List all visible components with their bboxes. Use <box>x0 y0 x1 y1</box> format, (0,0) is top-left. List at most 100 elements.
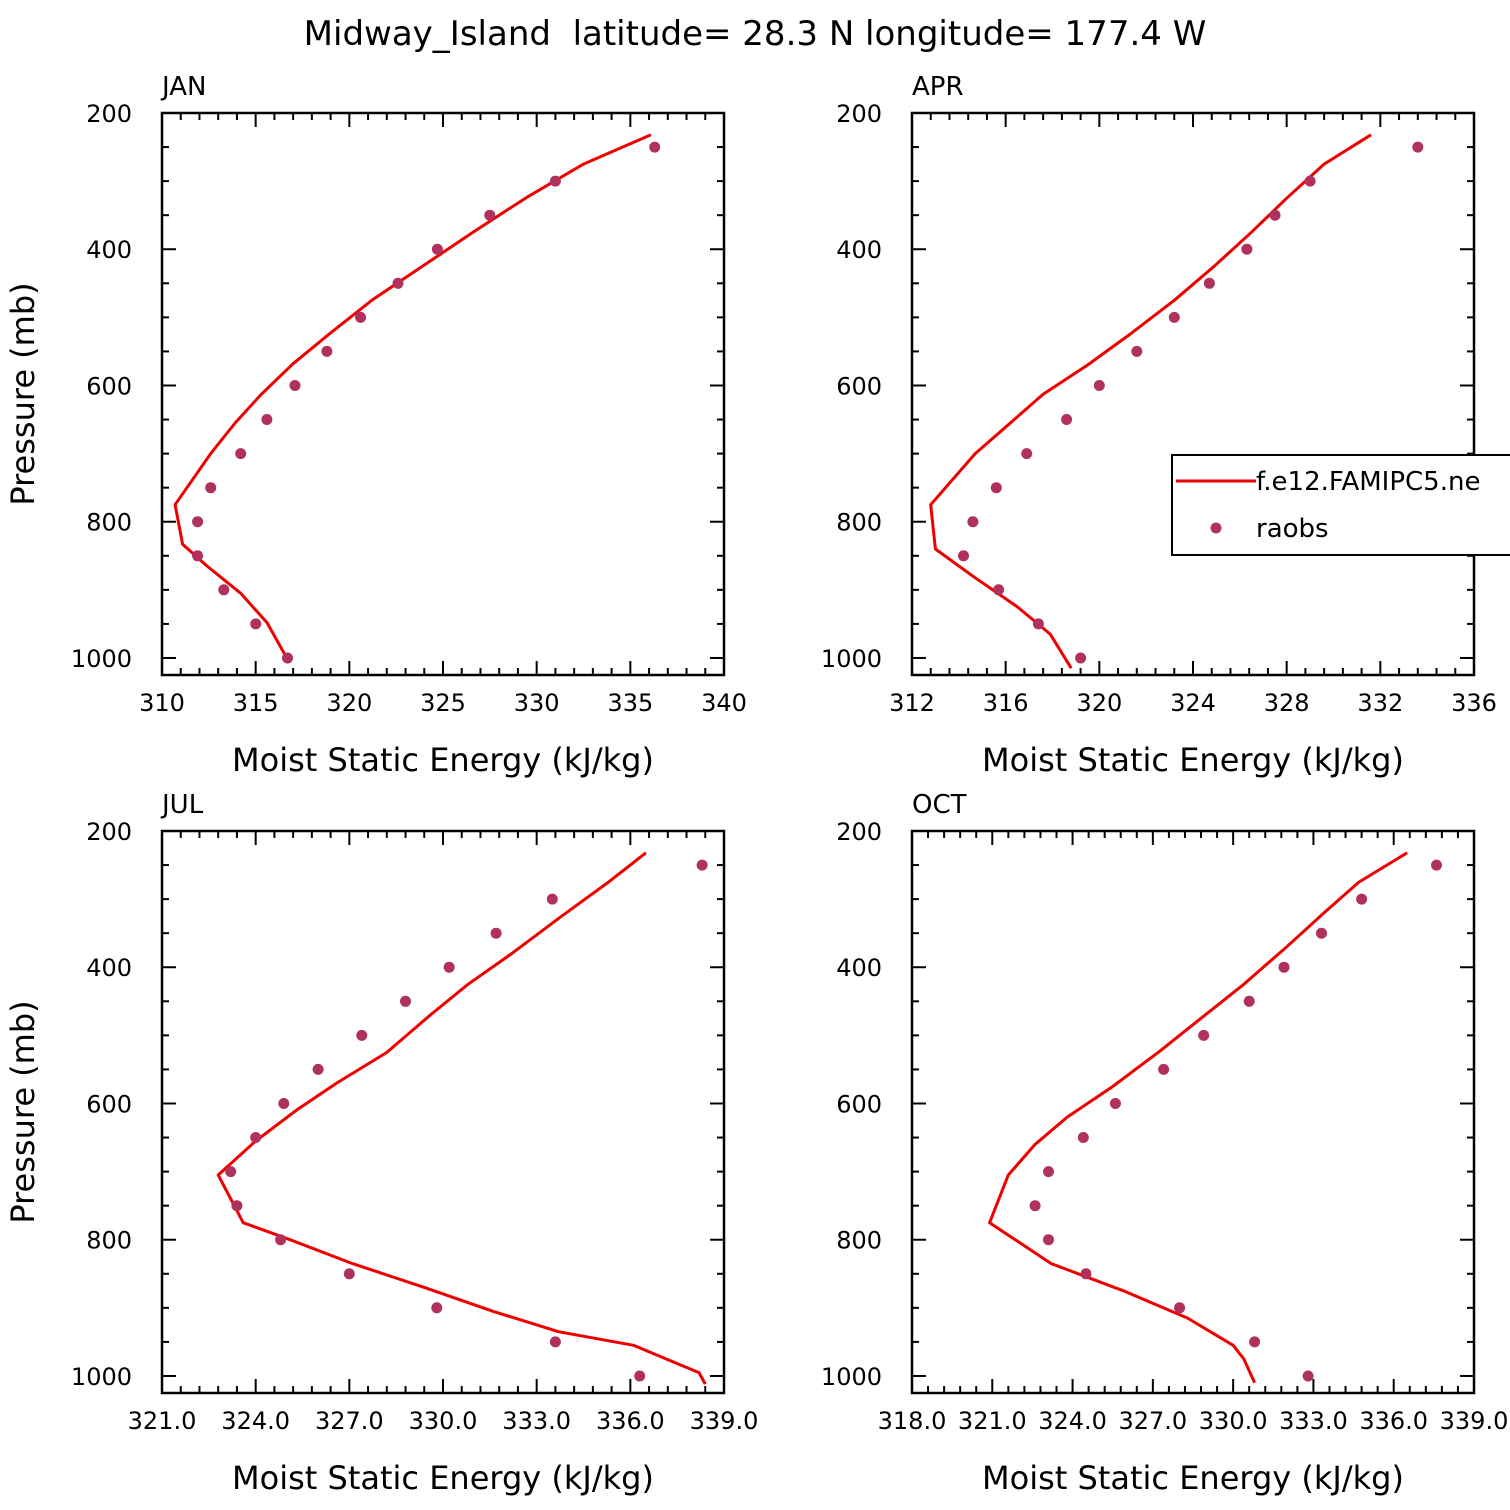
obs-marker <box>1203 277 1215 289</box>
panel-title: APR <box>912 72 964 102</box>
model-line <box>216 851 707 1385</box>
model-line <box>929 133 1372 669</box>
obs-marker <box>1302 1370 1314 1382</box>
x-tick-label: 324 <box>1170 689 1216 717</box>
x-tick-label: 318.0 <box>878 1407 947 1435</box>
obs-marker <box>1269 209 1281 221</box>
x-tick-label: 310 <box>139 689 185 717</box>
obs-marker <box>1093 380 1105 391</box>
x-axis-label: Moist Static Energy (kJ/kg) <box>232 741 654 779</box>
x-tick-label: 316 <box>983 689 1029 717</box>
y-tick-label: 200 <box>86 100 132 128</box>
legend-marker-swatch <box>1210 522 1222 534</box>
obs-marker <box>431 1302 443 1314</box>
obs-marker <box>205 482 217 494</box>
y-tick-label: 600 <box>86 1090 132 1118</box>
obs-marker <box>321 345 333 357</box>
obs-marker <box>1174 1302 1186 1314</box>
x-tick-label: 336.0 <box>596 1407 665 1435</box>
y-tick-label: 400 <box>836 954 882 982</box>
legend-label: f.e12.FAMIPC5.ne <box>1256 467 1480 497</box>
obs-marker <box>235 448 247 460</box>
x-tick-label: 339.0 <box>1440 1407 1509 1435</box>
legend-label: raobs <box>1256 514 1329 544</box>
obs-marker <box>1061 414 1073 425</box>
x-tick-label: 336 <box>1451 689 1497 717</box>
obs-marker <box>1021 448 1033 460</box>
obs-marker <box>549 1336 561 1348</box>
obs-marker <box>289 380 301 391</box>
obs-marker <box>312 1063 324 1075</box>
obs-marker <box>549 175 561 187</box>
y-tick-label: 800 <box>836 509 882 537</box>
obs-marker <box>355 311 367 323</box>
obs-marker <box>192 550 204 562</box>
panel-apr: APR 312 316 320 324 328 332 336 200 400 600 800 1000… <box>821 72 1510 779</box>
obs-marker <box>696 859 708 871</box>
plot-data <box>988 851 1442 1384</box>
x-tick-label: 321.0 <box>958 1407 1027 1435</box>
obs-marker <box>1029 1200 1041 1212</box>
x-tick-label: 321.0 <box>128 1407 197 1435</box>
obs-marker <box>1131 345 1143 357</box>
x-tick-label: 332 <box>1357 689 1403 717</box>
obs-marker <box>343 1268 355 1280</box>
panel-oct: OCT 318.0 321.0 324.0 327.0 330.0 333.0 336.0 33… <box>821 790 1508 1497</box>
y-axis-label: Pressure (mb) <box>4 1000 42 1223</box>
y-tick-label: 800 <box>86 509 132 537</box>
obs-marker <box>400 995 411 1007</box>
obs-marker <box>990 482 1002 494</box>
obs-marker <box>1431 859 1442 871</box>
obs-marker <box>282 652 293 664</box>
obs-marker <box>1043 1234 1054 1246</box>
x-tick-label: 339.0 <box>690 1407 759 1435</box>
x-tick-label: 327.0 <box>1118 1407 1187 1435</box>
panel-title: OCT <box>912 790 967 820</box>
y-tick-label: 1000 <box>71 1363 132 1391</box>
obs-marker <box>1412 141 1424 153</box>
obs-marker <box>967 516 979 528</box>
x-axis-label: Moist Static Energy (kJ/kg) <box>232 1459 654 1497</box>
obs-marker <box>250 1132 262 1143</box>
legend-box <box>1171 454 1510 556</box>
obs-marker <box>1249 1336 1261 1348</box>
x-tick-label: 328 <box>1264 689 1310 717</box>
obs-marker <box>1243 995 1255 1007</box>
x-tick-label: 325 <box>420 689 466 717</box>
obs-marker <box>1075 652 1087 664</box>
panel-jan: JAN 310 315 320 325 330 335 340 200 400 600 800 1000… <box>4 72 747 779</box>
x-tick-label: 333.0 <box>502 1407 571 1435</box>
obs-marker <box>1198 1029 1210 1041</box>
obs-marker <box>225 1166 237 1178</box>
y-axis-label: Pressure (mb) <box>4 282 42 505</box>
obs-marker <box>1304 175 1316 187</box>
model-line <box>173 133 652 664</box>
obs-marker <box>1241 243 1253 255</box>
legend: f.e12.FAMIPC5.ne raobs <box>1171 454 1510 556</box>
obs-marker <box>1278 961 1290 973</box>
x-tick-label: 340 <box>701 689 747 717</box>
obs-marker <box>1316 927 1327 939</box>
plot-data <box>216 851 708 1385</box>
obs-marker <box>484 209 496 221</box>
x-tick-label: 336.0 <box>1359 1407 1428 1435</box>
y-tick-label: 200 <box>836 818 882 846</box>
y-tick-label: 400 <box>86 236 132 264</box>
x-tick-label: 315 <box>233 689 279 717</box>
model-line <box>988 851 1408 1384</box>
x-tick-label: 330 <box>514 689 560 717</box>
obs-marker <box>993 584 1005 596</box>
obs-marker <box>958 550 969 562</box>
axes-frame <box>910 829 1476 1395</box>
plot-data <box>929 133 1424 669</box>
panel-jul: JUL 321.0 324.0 327.0 330.0 333.0 336.0 339.0 20… <box>4 790 758 1497</box>
x-tick-label: 312 <box>889 689 935 717</box>
obs-marker <box>1109 1098 1121 1109</box>
obs-marker <box>1356 893 1368 905</box>
y-tick-label: 200 <box>836 100 882 128</box>
y-tick-label: 400 <box>836 236 882 264</box>
obs-marker <box>250 618 262 630</box>
obs-marker <box>1080 1268 1092 1280</box>
axes-frame <box>160 829 726 1395</box>
plot-data <box>173 133 661 664</box>
